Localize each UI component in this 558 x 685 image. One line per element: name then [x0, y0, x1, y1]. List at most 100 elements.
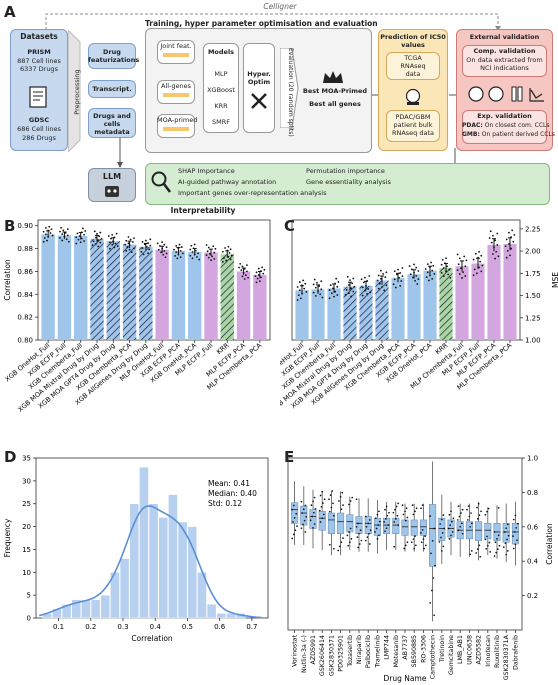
data-point: [380, 277, 382, 280]
data-point: [485, 547, 488, 550]
data-point: [420, 532, 422, 534]
data-point: [328, 510, 331, 513]
joint-feat-label: Joint feat.: [160, 42, 192, 50]
data-point: [433, 527, 436, 530]
data-point: [66, 234, 69, 237]
data-point: [144, 239, 147, 242]
data-point: [49, 232, 52, 234]
data-point: [246, 270, 248, 273]
panel-label-a: A: [4, 3, 16, 21]
data-point: [402, 513, 405, 516]
data-point: [506, 523, 509, 526]
data-point: [141, 247, 144, 250]
y-tick-label: 1.00: [525, 337, 541, 345]
data-point: [352, 277, 355, 280]
data-point: [226, 249, 229, 252]
data-point: [163, 243, 166, 246]
data-point: [332, 287, 334, 290]
x-tick-label: Camptothecin: [430, 635, 437, 679]
data-point: [424, 268, 427, 270]
data-point: [162, 253, 165, 256]
data-point: [451, 531, 454, 533]
data-point: [160, 251, 162, 254]
data-point: [512, 535, 514, 537]
data-point: [376, 279, 379, 282]
data-point: [196, 256, 198, 258]
data-point: [47, 229, 50, 232]
data-point: [385, 271, 388, 274]
data-point: [42, 230, 45, 233]
models-box: [203, 43, 239, 133]
data-point: [488, 237, 491, 239]
bar: [253, 274, 267, 340]
data-point: [173, 248, 175, 251]
data-point: [431, 269, 434, 272]
data-point: [495, 250, 498, 253]
data-point: [384, 518, 387, 520]
data-point: [431, 277, 434, 280]
data-point: [224, 247, 226, 249]
data-point: [412, 538, 415, 541]
data-point: [486, 510, 488, 513]
hist-bar: [226, 613, 236, 619]
ext-title: External validation: [469, 33, 540, 41]
comp-validation-box: [462, 45, 547, 77]
stat-median: Median: 0.40: [208, 489, 257, 498]
pdac-l3: RNAseq data: [391, 129, 435, 137]
data-point: [443, 527, 446, 530]
box: [337, 512, 345, 534]
data-point: [262, 272, 265, 275]
data-point: [432, 264, 435, 267]
data-point: [303, 287, 306, 290]
data-point: [261, 266, 263, 269]
data-point: [412, 276, 414, 279]
data-point: [458, 515, 461, 518]
data-point: [193, 243, 196, 246]
data-point: [291, 508, 294, 511]
data-point: [346, 275, 349, 278]
bar-hatch: [122, 244, 137, 340]
data-point: [401, 267, 404, 269]
data-point: [496, 548, 499, 551]
joint-feat-bar: [163, 53, 189, 57]
data-point: [498, 544, 501, 547]
data-point: [366, 293, 368, 295]
data-point: [80, 231, 83, 234]
data-point: [94, 236, 97, 239]
moa-primed-bar: [163, 127, 189, 131]
data-point: [65, 238, 68, 241]
data-point: [506, 538, 508, 541]
data-point: [430, 261, 432, 264]
comp-title: Comp. validation: [473, 47, 536, 55]
x-tick-label: GSK2830371: [328, 635, 335, 676]
data-point: [91, 244, 94, 247]
data-point: [100, 237, 103, 240]
data-point: [193, 253, 196, 256]
models-title: Models: [207, 48, 235, 56]
moa-primed-box: [157, 114, 195, 138]
data-point: [516, 522, 519, 525]
data-point: [130, 251, 133, 254]
x-tick-label: Tozasertib: [347, 635, 354, 668]
data-point: [238, 266, 241, 269]
crown-icon: [323, 71, 343, 83]
data-point: [510, 247, 512, 250]
data-point: [456, 269, 459, 272]
data-point: [254, 275, 257, 278]
data-point: [421, 504, 424, 506]
data-point: [243, 278, 246, 280]
bar: [455, 266, 469, 340]
data-point: [457, 529, 460, 532]
data-point: [230, 254, 233, 257]
data-point: [496, 243, 499, 246]
data-point: [293, 517, 296, 519]
x-tick-label: PD0325901: [338, 635, 345, 672]
data-point: [410, 268, 413, 271]
data-point: [335, 277, 338, 280]
database-icon: [29, 86, 47, 108]
gdsc-title: GDSC: [28, 116, 50, 124]
data-point: [292, 521, 294, 523]
data-point: [401, 275, 404, 278]
box: [484, 523, 492, 540]
data-point: [75, 236, 78, 239]
